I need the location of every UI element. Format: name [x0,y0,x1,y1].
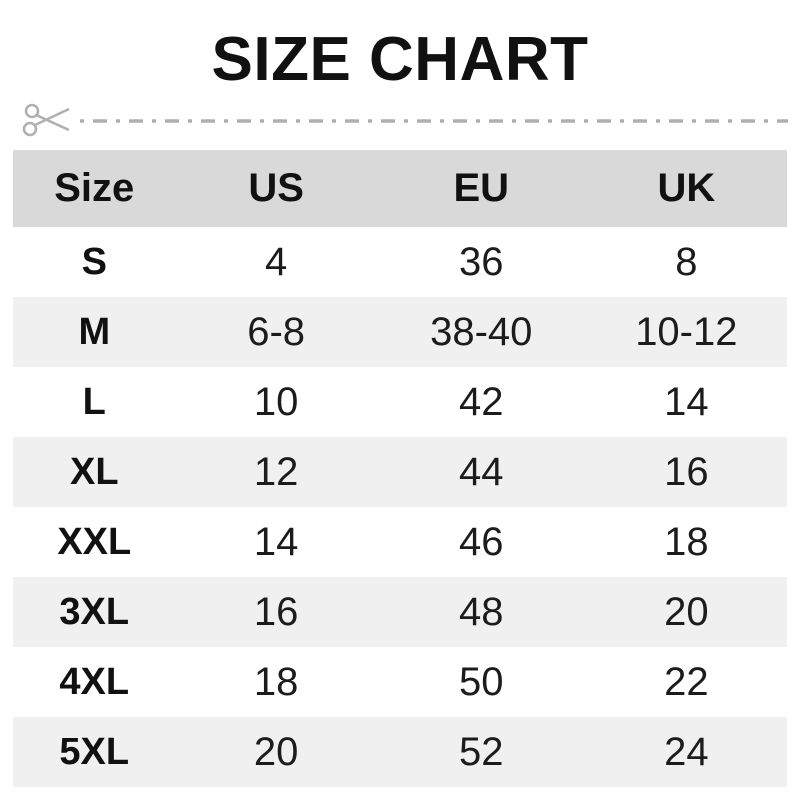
cell-uk: 24 [664,729,709,774]
cell-eu: 42 [459,379,504,424]
cell-eu: 46 [459,519,504,564]
cell-uk: 18 [664,519,709,564]
page-title: SIZE CHART [211,25,589,94]
cell-us: 20 [253,729,299,774]
cell-size: XL [69,450,119,493]
header-cell-uk: UK [657,166,716,210]
cut-line [22,98,790,142]
table-row-xl: XL 12 44 16 [13,437,787,507]
cell-us: 16 [253,589,299,634]
cell-eu: 36 [459,239,504,284]
cell-us: 12 [253,449,299,494]
cell-eu: 44 [459,449,504,494]
header-cell-us: US [248,166,304,210]
cell-us: 10 [253,379,299,424]
cell-uk: 22 [664,659,709,704]
cell-uk: 8 [675,239,698,284]
cell-size: L [82,380,106,423]
size-table: Size US EU UK S 4 36 8 M 6-8 38-40 10-12… [13,150,787,787]
cell-eu: 38-40 [430,309,533,354]
table-row-m: M 6-8 38-40 10-12 [13,297,787,367]
cell-eu: 52 [459,729,504,774]
cell-size: S [81,240,107,283]
cell-us: 18 [253,659,299,704]
cut-line-graphic [22,103,788,137]
table-row-l: L 10 42 14 [13,367,787,437]
header-cell-size: Size [54,166,135,210]
cell-eu: 50 [459,659,504,704]
cell-uk: 20 [664,589,709,634]
cell-eu: 48 [459,589,504,634]
table-row-s: S 4 36 8 [13,227,787,297]
cell-us: 14 [253,519,299,564]
table-row-5xl: 5XL 20 52 24 [13,717,787,787]
cell-size: M [78,310,111,353]
cell-size: 4XL [59,660,130,703]
scissors-icon [22,103,70,137]
cell-size: XXL [57,520,132,563]
cell-uk: 16 [664,449,709,494]
cell-uk: 14 [664,379,709,424]
cell-uk: 10-12 [635,309,738,354]
table-row-3xl: 3XL 16 48 20 [13,577,787,647]
cell-us: 6-8 [247,309,306,354]
cell-size: 5XL [59,730,130,773]
cell-us: 4 [265,239,288,284]
cell-size: 3XL [59,590,130,633]
table-row-xxl: XXL 14 46 18 [13,507,787,577]
table-header-row: Size US EU UK [13,150,787,227]
header-cell-eu: EU [453,166,510,210]
table-row-4xl: 4XL 18 50 22 [13,647,787,717]
